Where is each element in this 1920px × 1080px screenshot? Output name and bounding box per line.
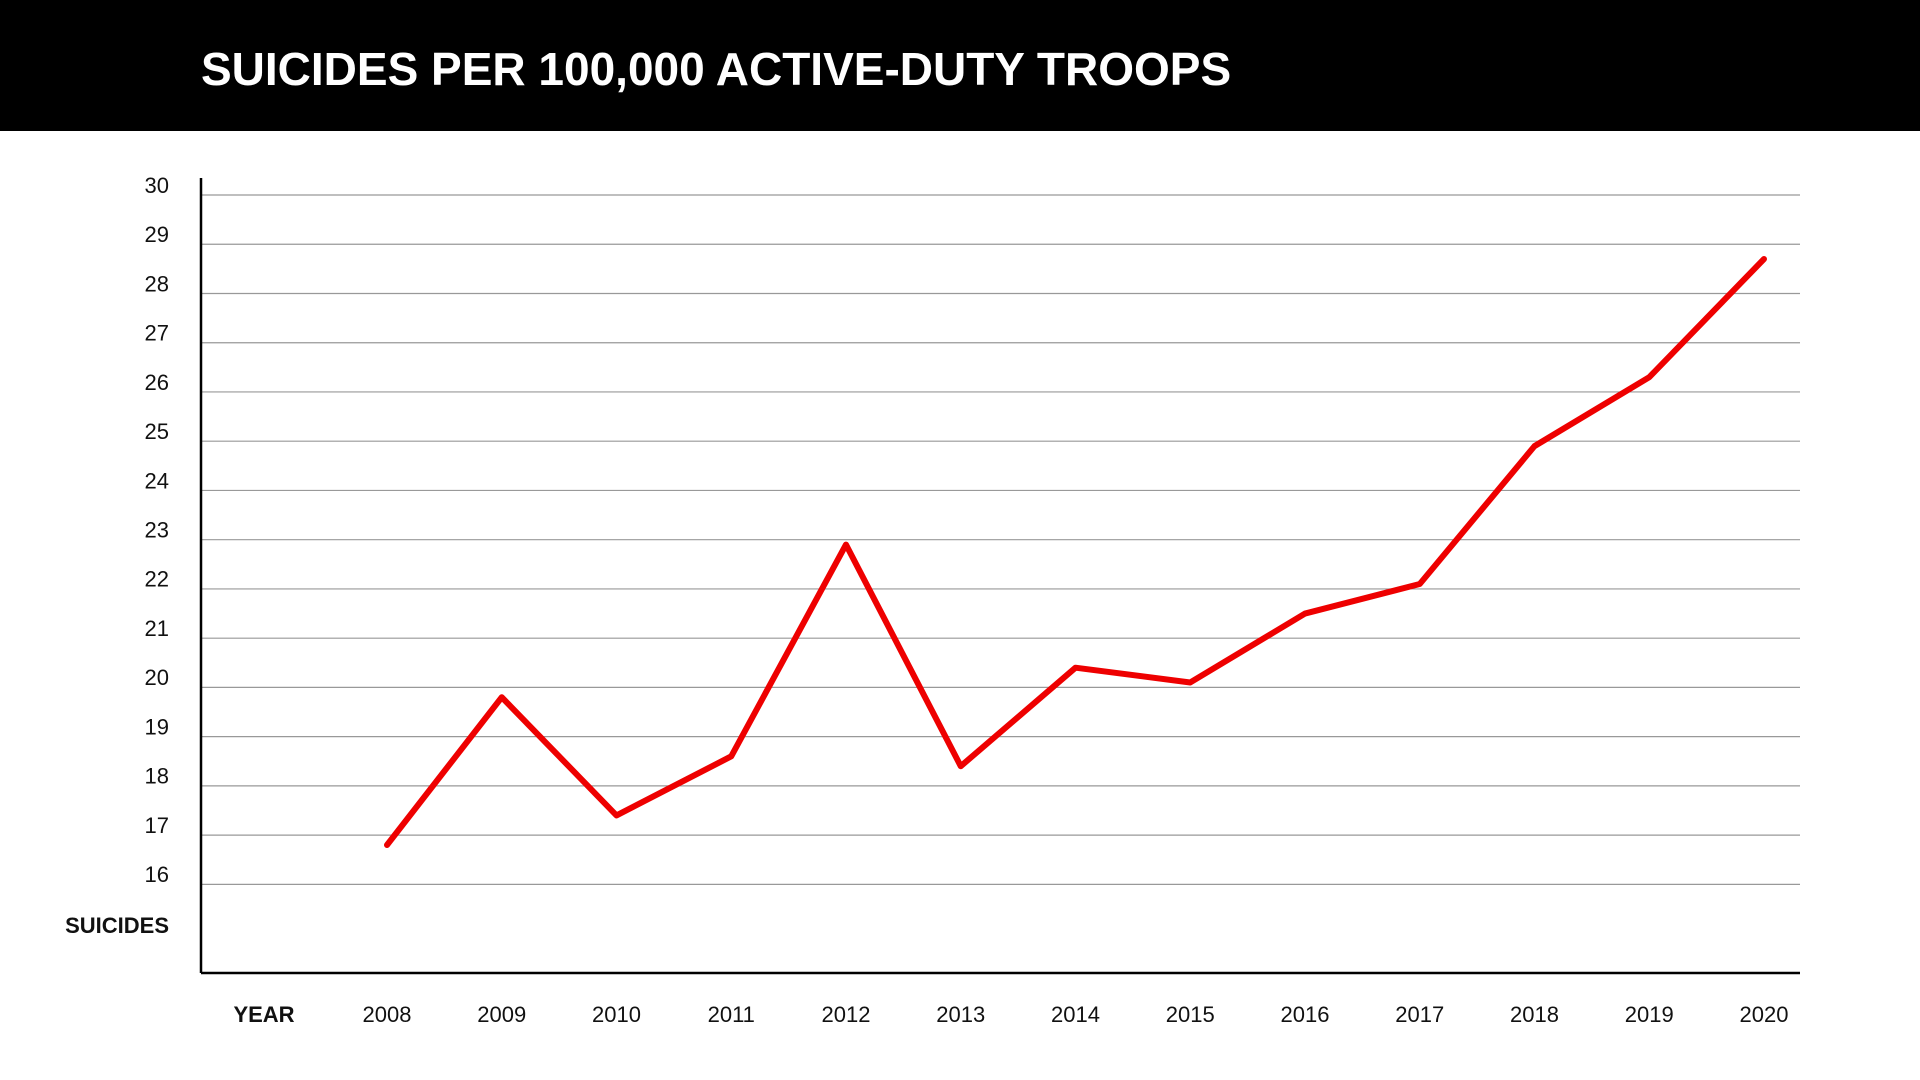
y-tick-label: 21 — [145, 616, 169, 641]
x-tick-label: 2016 — [1281, 1002, 1330, 1027]
y-tick-label: 18 — [145, 764, 169, 789]
y-tick-label: 23 — [145, 517, 169, 542]
chart-title: SUICIDES PER 100,000 ACTIVE-DUTY TROOPS — [201, 43, 1231, 95]
y-tick-label: 16 — [145, 862, 169, 887]
x-tick-label: 2011 — [708, 1002, 755, 1027]
x-tick-label: 2020 — [1740, 1002, 1789, 1027]
y-tick-label: 28 — [145, 271, 169, 296]
x-tick-label: 2018 — [1510, 1002, 1559, 1027]
data-line — [384, 256, 1767, 848]
title-banner — [0, 0, 1920, 131]
x-tick-label: 2012 — [822, 1002, 871, 1027]
y-tick-label: 25 — [145, 419, 169, 444]
x-tick-label: 2014 — [1051, 1002, 1100, 1027]
y-tick-label: 27 — [145, 321, 169, 346]
y-tick-label: 26 — [145, 370, 169, 395]
y-tick-label: 19 — [145, 714, 169, 739]
x-tick-label: 2008 — [363, 1002, 412, 1027]
x-axis-title: YEAR — [233, 1002, 294, 1027]
x-tick-label: 2015 — [1166, 1002, 1215, 1027]
y-axis-title: SUICIDES — [65, 913, 169, 938]
y-tick-label: 17 — [145, 813, 169, 838]
x-tick-label: 2019 — [1625, 1002, 1674, 1027]
y-tick-label: 20 — [145, 665, 169, 690]
x-tick-label: 2010 — [592, 1002, 641, 1027]
x-tick-label: 2013 — [936, 1002, 985, 1027]
x-tick-label: 2017 — [1395, 1002, 1444, 1027]
y-tick-label: 22 — [145, 567, 169, 592]
x-tick-label: 2009 — [477, 1002, 526, 1027]
y-tick-label: 24 — [145, 468, 169, 493]
y-tick-label: 29 — [145, 222, 169, 247]
y-tick-label: 30 — [145, 173, 169, 198]
